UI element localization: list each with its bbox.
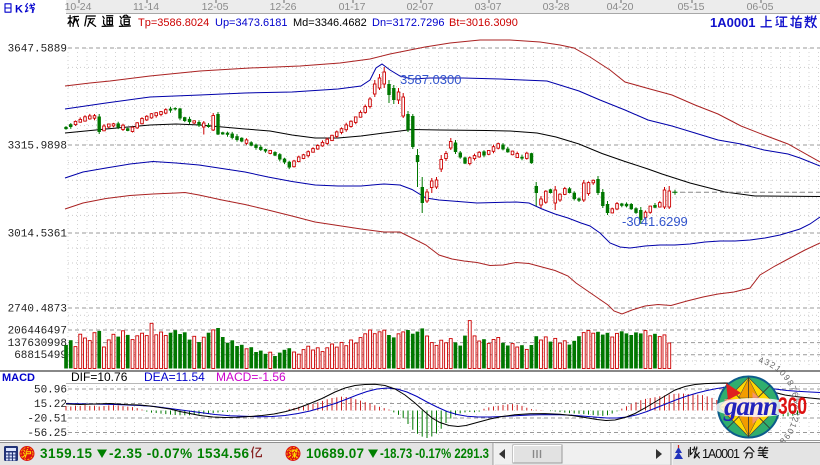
svg-text:K: K (15, 4, 23, 16)
svg-text:gann: gann (723, 391, 778, 421)
svg-text:3647.5889: 3647.5889 (8, 44, 67, 56)
svg-text:50.96: 50.96 (34, 385, 67, 397)
svg-text:MACD=-1.56: MACD=-1.56 (216, 370, 286, 384)
svg-text:1A0001: 1A0001 (702, 447, 740, 461)
svg-text:-2.35 -0.07% 1534.56: -2.35 -0.07% 1534.56 (109, 446, 249, 461)
svg-text:Md=3346.4682: Md=3346.4682 (293, 17, 367, 29)
svg-text:12-26: 12-26 (270, 1, 297, 13)
svg-text:04-20: 04-20 (607, 1, 634, 13)
svg-text:68815499: 68815499 (14, 350, 67, 362)
svg-text:1A0001: 1A0001 (710, 15, 756, 30)
svg-text:10-24: 10-24 (65, 1, 92, 13)
svg-text:02-07: 02-07 (407, 1, 434, 13)
svg-text:Bt=3016.3090: Bt=3016.3090 (449, 17, 518, 29)
svg-text:-18.73 -0.17% 2291.3: -18.73 -0.17% 2291.3 (380, 446, 489, 461)
svg-text:11-14: 11-14 (133, 1, 159, 13)
svg-text:137630998: 137630998 (8, 338, 67, 350)
svg-text:206446497: 206446497 (8, 326, 67, 338)
svg-text:360: 360 (778, 393, 807, 420)
svg-text:12-05: 12-05 (202, 1, 229, 13)
svg-text:03-07: 03-07 (475, 1, 502, 13)
svg-text:Tp=3586.8024: Tp=3586.8024 (138, 17, 209, 29)
svg-text:Up=3473.6181: Up=3473.6181 (215, 17, 287, 29)
svg-text:3159.15: 3159.15 (40, 446, 92, 461)
svg-text:-3041.6299: -3041.6299 (622, 214, 688, 229)
svg-text:DEA=11.54: DEA=11.54 (144, 370, 205, 384)
svg-text:DIF=10.76: DIF=10.76 (71, 370, 128, 384)
svg-text:Dn=3172.7296: Dn=3172.7296 (372, 17, 444, 29)
svg-text:01-17: 01-17 (339, 1, 366, 13)
svg-text:15.22: 15.22 (34, 399, 67, 411)
svg-text:3587.0300: 3587.0300 (400, 72, 461, 87)
svg-text:3014.5361: 3014.5361 (8, 229, 68, 241)
svg-text:-56.25: -56.25 (27, 428, 67, 440)
svg-text:MACD: MACD (2, 372, 35, 384)
svg-text:10689.07: 10689.07 (306, 446, 364, 461)
svg-text:06-05: 06-05 (747, 1, 774, 13)
svg-text:05-15: 05-15 (678, 1, 705, 13)
svg-text:-20.51: -20.51 (27, 414, 67, 426)
svg-text:2740.4873: 2740.4873 (8, 304, 67, 316)
svg-text:03-28: 03-28 (543, 1, 570, 13)
svg-text:3315.9898: 3315.9898 (8, 141, 67, 153)
